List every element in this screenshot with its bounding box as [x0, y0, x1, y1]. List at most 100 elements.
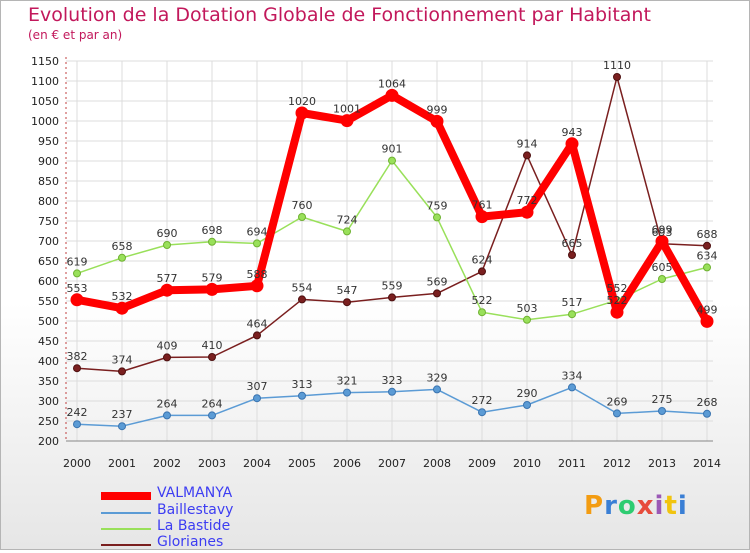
data-point-baillestavy [253, 394, 261, 403]
data-point-la-bastide [343, 227, 351, 236]
data-point-la-bastide [568, 310, 576, 319]
data-label-la-bastide: 694 [247, 225, 268, 238]
data-point-glorianes [433, 289, 441, 298]
x-tick-label: 2011 [558, 457, 586, 470]
y-tick-label: 1150 [31, 55, 59, 68]
y-tick-label: 1050 [31, 95, 59, 108]
data-point-valmanya [430, 114, 444, 128]
data-point-valmanya [340, 114, 354, 128]
x-tick-label: 2002 [153, 457, 181, 470]
x-tick-label: 2009 [468, 457, 496, 470]
x-tick-label: 2013 [648, 457, 676, 470]
data-point-glorianes [208, 353, 216, 361]
data-point-baillestavy [478, 408, 486, 417]
data-label-baillestavy: 329 [427, 371, 448, 384]
data-point-la-bastide [433, 213, 441, 222]
y-tick-label: 800 [38, 195, 59, 208]
data-label-valmanya: 772 [517, 194, 538, 207]
y-tick-label: 850 [38, 175, 59, 188]
data-point-baillestavy [523, 401, 531, 409]
y-tick-label: 300 [38, 395, 59, 408]
data-label-la-bastide: 760 [292, 199, 313, 212]
data-point-valmanya [115, 301, 129, 315]
data-point-baillestavy [298, 391, 306, 400]
x-tick-label: 2005 [288, 457, 316, 470]
data-label-valmanya: 522 [607, 294, 628, 307]
data-point-baillestavy [208, 411, 216, 420]
data-point-glorianes [388, 293, 396, 302]
y-tick-label: 450 [38, 335, 59, 348]
data-label-valmanya: 999 [427, 103, 448, 116]
y-tick-label: 250 [38, 415, 59, 428]
proxiti-logo: Proxiti [584, 491, 688, 521]
data-label-valmanya: 1001 [333, 103, 361, 116]
data-label-la-bastide: 690 [157, 227, 178, 240]
data-point-la-bastide [298, 213, 306, 221]
data-label-glorianes: 374 [112, 353, 133, 366]
data-point-glorianes [253, 331, 261, 340]
x-tick-label: 2006 [333, 457, 361, 470]
data-label-baillestavy: 268 [697, 396, 718, 409]
data-label-glorianes: 693 [652, 226, 673, 239]
data-point-glorianes [343, 298, 351, 307]
y-tick-label: 950 [38, 135, 59, 148]
data-point-la-bastide [253, 239, 261, 248]
data-point-valmanya [295, 106, 309, 120]
data-point-glorianes [523, 151, 531, 160]
x-tick-label: 2003 [198, 457, 226, 470]
legend-swatch-glorianes [101, 544, 151, 546]
data-label-baillestavy: 290 [517, 387, 538, 400]
legend-label-la-bastide: La Bastide [157, 518, 231, 534]
data-point-baillestavy [613, 409, 621, 418]
data-label-valmanya: 553 [67, 282, 88, 295]
y-tick-label: 350 [38, 375, 59, 388]
data-label-glorianes: 410 [202, 339, 223, 352]
legend-swatch-valmanya [101, 492, 151, 500]
data-label-la-bastide: 698 [202, 224, 223, 237]
data-point-glorianes [298, 295, 306, 304]
data-label-valmanya: 761 [472, 199, 493, 212]
data-label-glorianes: 547 [337, 284, 358, 297]
data-label-baillestavy: 264 [202, 397, 223, 410]
data-label-glorianes: 688 [697, 228, 718, 241]
data-point-valmanya [475, 210, 489, 224]
data-label-la-bastide: 517 [562, 296, 583, 309]
data-label-baillestavy: 313 [292, 378, 313, 391]
data-point-valmanya [520, 205, 534, 219]
y-tick-label: 200 [38, 435, 59, 448]
legend-item-baillestavy: Baillestavy [101, 502, 401, 521]
data-label-baillestavy: 269 [607, 395, 628, 408]
x-tick-label: 2004 [243, 457, 271, 470]
data-label-valmanya: 579 [202, 271, 223, 284]
data-point-valmanya [160, 283, 174, 297]
data-point-glorianes [613, 73, 621, 81]
data-label-la-bastide: 759 [427, 199, 448, 212]
data-label-la-bastide: 901 [382, 143, 403, 156]
y-tick-label: 900 [38, 155, 59, 168]
legend-label-baillestavy: Baillestavy [157, 502, 234, 518]
x-tick-label: 2000 [63, 457, 91, 470]
data-label-glorianes: 665 [562, 237, 583, 250]
data-label-glorianes: 382 [67, 350, 88, 363]
x-tick-label: 2010 [513, 457, 541, 470]
data-label-valmanya: 499 [697, 303, 718, 316]
legend-swatch-baillestavy [101, 512, 151, 514]
y-tick-label: 600 [38, 275, 59, 288]
data-label-baillestavy: 237 [112, 408, 133, 421]
data-label-glorianes: 1110 [603, 59, 631, 72]
y-tick-label: 750 [38, 215, 59, 228]
data-label-baillestavy: 307 [247, 380, 268, 393]
data-label-baillestavy: 264 [157, 397, 178, 410]
data-point-baillestavy [433, 385, 441, 394]
legend-item-valmanya: VALMANYA [101, 485, 401, 504]
data-point-glorianes [568, 251, 576, 259]
data-point-valmanya [655, 234, 669, 248]
x-tick-label: 2014 [693, 457, 721, 470]
data-point-glorianes [163, 353, 171, 362]
y-tick-label: 400 [38, 355, 59, 368]
legend-item-glorianes: Glorianes [101, 534, 401, 553]
x-tick-label: 2012 [603, 457, 631, 470]
data-label-la-bastide: 522 [472, 294, 493, 307]
data-label-valmanya: 943 [562, 126, 583, 139]
